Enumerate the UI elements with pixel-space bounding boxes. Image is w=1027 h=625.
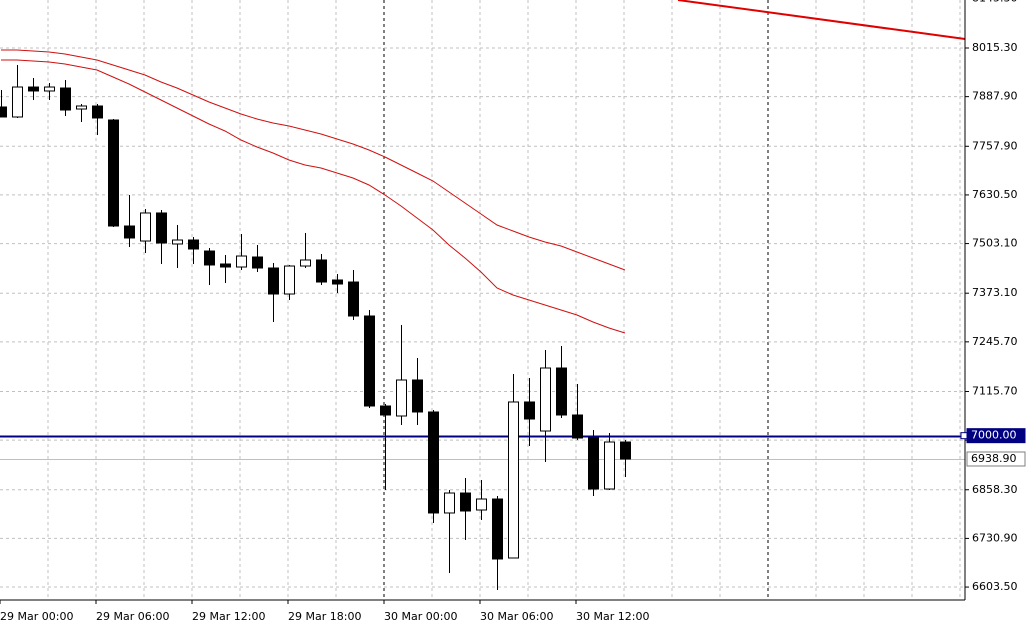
- y-tick-label: 6858.30: [972, 483, 1018, 496]
- candle-body: [348, 281, 359, 317]
- candle-body: [252, 256, 263, 269]
- moving-average: [1, 49, 626, 271]
- y-tick-label: 7757.90: [972, 139, 1018, 152]
- x-tick-label: 30 Mar 06:00: [480, 610, 553, 623]
- candle-body: [92, 105, 103, 119]
- grid: [0, 0, 965, 600]
- candle-body: [316, 259, 327, 283]
- candle-body: [76, 105, 87, 110]
- candle-body: [220, 263, 231, 268]
- x-tick-label: 30 Mar 00:00: [384, 610, 457, 623]
- candle-body: [284, 265, 295, 295]
- y-tick-label: 6603.50: [972, 580, 1018, 593]
- candle-body: [60, 87, 71, 111]
- y-tick-label: 8015.30: [972, 41, 1018, 54]
- candle-body: [12, 86, 23, 118]
- candle-body: [108, 119, 119, 227]
- plot-area: [0, 49, 631, 590]
- candle-body: [604, 441, 615, 490]
- y-tick-label: 7630.50: [972, 188, 1018, 201]
- y-tick-label: 6730.90: [972, 531, 1018, 544]
- candle-body: [508, 401, 519, 559]
- candle-body: [572, 414, 583, 439]
- candle-body: [172, 239, 183, 245]
- y-tick-label: 7503.10: [972, 237, 1018, 250]
- price-tag-label: 6938.90: [971, 452, 1017, 465]
- y-tick-label: 7115.70: [972, 384, 1018, 397]
- candle-body: [28, 86, 39, 92]
- candle-body: [396, 379, 407, 417]
- candle-body: [492, 498, 503, 560]
- moving-average: [1, 59, 626, 334]
- candle-body: [412, 379, 423, 413]
- price-tag-label: 7000.00: [971, 429, 1017, 442]
- candle-body: [124, 225, 135, 239]
- candle-body: [588, 437, 599, 490]
- candle-body: [140, 212, 151, 242]
- candle-body: [620, 441, 631, 460]
- price-tag-anchor: [960, 432, 968, 440]
- candle-body: [268, 267, 279, 295]
- candle-body: [156, 212, 167, 244]
- candle-body: [444, 492, 455, 514]
- candle-body: [428, 411, 439, 514]
- candle-body: [236, 255, 247, 268]
- x-tick-label: 29 Mar 06:00: [96, 610, 169, 623]
- candle-body: [476, 498, 487, 511]
- candle-body: [364, 315, 375, 407]
- candle-body: [188, 239, 199, 250]
- candle-body: [44, 86, 55, 92]
- y-tick-label: 7373.10: [972, 286, 1018, 299]
- candle-body: [300, 259, 311, 267]
- candle-body: [0, 106, 7, 118]
- y-tick-label: 7245.70: [972, 335, 1018, 348]
- trend-line: [677, 0, 966, 40]
- x-tick-label: 29 Mar 18:00: [288, 610, 361, 623]
- candle-body: [540, 367, 551, 432]
- price-tags: 7000.00 6938.90: [960, 428, 1026, 467]
- candle-body: [380, 405, 391, 416]
- candle-body: [332, 279, 343, 285]
- candle-body: [460, 492, 471, 512]
- price-tag-box: [966, 451, 1026, 467]
- candle-body: [524, 401, 535, 420]
- x-tick-label: 30 Mar 12:00: [576, 610, 649, 623]
- candle-body: [556, 367, 567, 416]
- x-tick-label: 29 Mar 00:00: [0, 610, 73, 623]
- candle-body: [204, 250, 215, 266]
- x-tick-label: 29 Mar 12:00: [192, 610, 265, 623]
- y-tick-label: 7887.90: [972, 90, 1018, 103]
- y-tick-label: 8145.30: [972, 0, 1018, 4]
